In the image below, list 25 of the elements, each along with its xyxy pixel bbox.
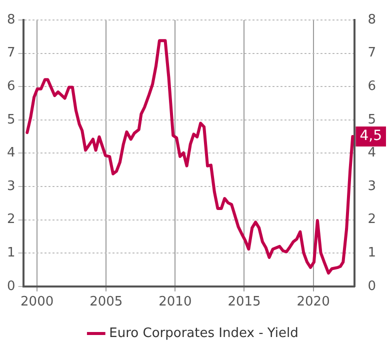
- y2-tick-label: 4: [368, 146, 376, 161]
- y-tick-label: 5: [6, 112, 16, 128]
- y2-tick-label: 0: [368, 278, 376, 294]
- y2-tick-label: 2: [368, 212, 376, 228]
- x-tick-label: 2000: [20, 294, 54, 310]
- x-tick-label: 2020: [296, 294, 330, 310]
- y-tick-label: 4: [6, 146, 16, 161]
- y-tick-label: 0: [6, 278, 16, 294]
- y-tick-label: 1: [6, 245, 16, 260]
- y2-tick-label: 5: [368, 112, 376, 128]
- x-tick-label: 2010: [158, 294, 192, 310]
- y2-tick-label: 6: [368, 78, 376, 94]
- y-tick-label: 3: [6, 178, 16, 194]
- y-tick-label: 8: [6, 12, 16, 28]
- x-tick-label: 2015: [228, 294, 261, 310]
- legend-label: Euro Corporates Index - Yield: [109, 326, 298, 341]
- y2-tick-label: 1: [368, 245, 376, 260]
- y2-tick-label: 3: [368, 178, 376, 194]
- y-tick-label: 7: [6, 46, 16, 61]
- y-tick-label: 6: [6, 78, 16, 94]
- y2-tick-label: 7: [368, 46, 376, 61]
- y2-tick-label: 8: [368, 12, 376, 28]
- y-tick-label: 2: [6, 212, 16, 228]
- x-tick-label: 2005: [90, 294, 123, 310]
- data-label: 4,5: [360, 128, 382, 144]
